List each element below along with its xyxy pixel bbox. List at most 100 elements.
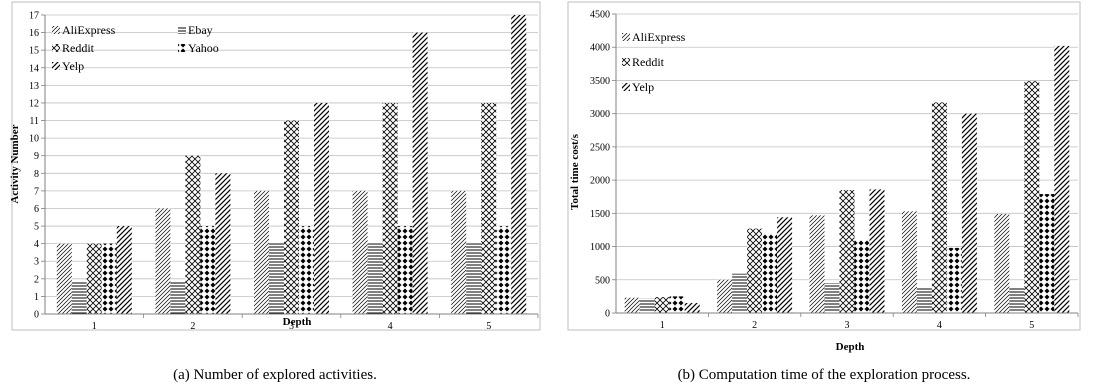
bar-yelp-depth-2: Yelp: 8 bbox=[215, 173, 231, 314]
bar-ebay-depth-2: Ebay: 1.8 bbox=[170, 282, 186, 314]
legend-swatch-ebay bbox=[178, 26, 186, 34]
chart-a-legend: AliExpress Ebay Reddit Yahoo Yelp bbox=[52, 23, 219, 73]
y-tick-label: 2 bbox=[34, 274, 39, 285]
bar-reddit-depth-2: Reddit: 9 bbox=[185, 155, 201, 314]
bar-yahoo-depth-4: Yahoo: 5 bbox=[397, 226, 413, 314]
legend-label-aliexpress: AliExpress bbox=[62, 23, 116, 37]
bar-yelp-depth-4: Yelp: 16 bbox=[412, 32, 428, 315]
y-tick-label: 0 bbox=[34, 310, 39, 321]
x-tick-label: 2 bbox=[752, 320, 757, 331]
bar-yelp-depth-2: Yelp: 1440 bbox=[777, 217, 793, 313]
bar-aliexpress-depth-1: AliExpress: 230 bbox=[624, 297, 640, 313]
bar-yelp-depth-3: Yelp: 1860 bbox=[869, 189, 885, 313]
bar-ebay-depth-4: Ebay: 380 bbox=[916, 287, 932, 313]
y-tick-label: 6 bbox=[34, 204, 39, 215]
y-tick-label: 17 bbox=[29, 11, 39, 22]
chart-activity-number: AliExpress: 4Ebay: 1.8Reddit: 4Yahoo: 4Y… bbox=[9, 1, 541, 383]
bar-reddit-depth-4: Reddit: 12 bbox=[382, 102, 398, 314]
bar-yahoo-depth-3: Yahoo: 1100 bbox=[854, 239, 870, 313]
chart-a-bars: AliExpress: 4Ebay: 1.8Reddit: 4Yahoo: 4Y… bbox=[56, 15, 527, 315]
y-tick-label: 14 bbox=[29, 63, 39, 74]
y-tick-label: 16 bbox=[29, 28, 39, 39]
y-tick-label: 1 bbox=[34, 292, 39, 303]
legend-swatch-aliexpress bbox=[52, 26, 60, 34]
bar-ebay-depth-4: Ebay: 4 bbox=[367, 243, 383, 314]
bar-yelp-depth-3: Yelp: 12 bbox=[314, 102, 329, 314]
y-tick-label: 11 bbox=[29, 116, 39, 127]
chart-b-yticks: 0 500 1000 1500 2000 2500 3000 3500 4000 4500 bbox=[590, 10, 617, 320]
bar-aliexpress-depth-5: AliExpress: 7 bbox=[451, 190, 467, 314]
bar-reddit-depth-1: Reddit: 240 bbox=[654, 297, 670, 313]
y-tick-label: 8 bbox=[34, 169, 39, 180]
chart-b-caption: (b) Computation time of the exploration … bbox=[678, 367, 971, 383]
y-tick-label: 4000 bbox=[590, 43, 610, 54]
chart-total-time: AliExpress: 230Ebay: 220Reddit: 240Yahoo… bbox=[567, 1, 1081, 383]
legend-label-ebay: Ebay bbox=[188, 23, 213, 37]
bar-yelp-depth-4: Yelp: 3000 bbox=[961, 113, 977, 314]
x-tick-label: 1 bbox=[92, 321, 97, 332]
bar-yahoo-depth-5: Yahoo: 5 bbox=[496, 226, 512, 314]
x-tick-label: 5 bbox=[1029, 320, 1034, 331]
y-tick-label: 15 bbox=[29, 46, 39, 57]
x-tick-label: 1 bbox=[660, 320, 665, 331]
bar-yelp-depth-1: Yelp: 150 bbox=[684, 303, 700, 313]
bar-ebay-depth-3: Ebay: 4 bbox=[269, 243, 284, 314]
legend-label-reddit: Reddit bbox=[62, 41, 95, 55]
bar-aliexpress-depth-4: AliExpress: 1530 bbox=[901, 211, 917, 313]
bar-reddit-depth-4: Reddit: 3170 bbox=[931, 102, 947, 313]
chart-b-ylabel: Total time cost/s bbox=[569, 133, 581, 210]
x-tick-label: 4 bbox=[388, 321, 393, 332]
bar-aliexpress-depth-2: AliExpress: 500 bbox=[717, 279, 733, 313]
y-tick-label: 4 bbox=[34, 239, 39, 250]
bar-yahoo-depth-1: Yahoo: 250 bbox=[669, 296, 685, 313]
legend-swatch-yahoo bbox=[178, 44, 186, 52]
bar-ebay-depth-2: Ebay: 590 bbox=[732, 273, 748, 313]
bar-reddit-depth-2: Reddit: 1270 bbox=[747, 228, 763, 313]
bar-reddit-depth-3: Reddit: 11 bbox=[284, 120, 299, 314]
x-tick-label: 5 bbox=[486, 321, 491, 332]
bar-ebay-depth-3: Ebay: 450 bbox=[824, 283, 840, 313]
bar-reddit-depth-5: Reddit: 12 bbox=[481, 102, 497, 314]
bar-yahoo-depth-3: Yahoo: 5 bbox=[299, 226, 314, 314]
legend-label-yelp: Yelp bbox=[62, 59, 84, 73]
bar-yelp-depth-5: Yelp: 17 bbox=[511, 15, 527, 314]
bar-aliexpress-depth-4: AliExpress: 7 bbox=[352, 190, 368, 314]
bar-ebay-depth-5: Ebay: 4 bbox=[466, 243, 482, 314]
x-tick-label: 3 bbox=[289, 321, 294, 332]
bar-aliexpress-depth-3: AliExpress: 1470 bbox=[809, 215, 825, 313]
y-tick-label: 12 bbox=[29, 98, 39, 109]
bar-aliexpress-depth-1: AliExpress: 4 bbox=[56, 243, 72, 314]
legend-label-yelp: Yelp bbox=[632, 80, 654, 94]
bar-yahoo-depth-4: Yahoo: 980 bbox=[946, 247, 962, 313]
legend-swatch-aliexpress bbox=[622, 33, 630, 41]
bar-reddit-depth-5: Reddit: 3490 bbox=[1024, 81, 1040, 313]
bar-yelp-depth-5: Yelp: 4020 bbox=[1054, 45, 1070, 313]
bar-aliexpress-depth-2: AliExpress: 6 bbox=[155, 208, 171, 314]
chart-b-xticks: 1 2 3 4 5 bbox=[616, 312, 1079, 331]
chart-a-xlabel: Depth bbox=[283, 316, 312, 328]
bar-yahoo-depth-1: Yahoo: 4 bbox=[101, 243, 117, 314]
y-tick-label: 500 bbox=[595, 275, 610, 286]
bar-reddit-depth-1: Reddit: 4 bbox=[86, 243, 102, 314]
bar-ebay-depth-5: Ebay: 380 bbox=[1009, 287, 1025, 313]
chart-a-xticks: 1 2 3 4 5 bbox=[45, 313, 539, 332]
x-tick-label: 4 bbox=[937, 320, 942, 331]
y-tick-label: 13 bbox=[29, 81, 39, 92]
y-tick-label: 3000 bbox=[590, 109, 610, 120]
chart-b-xlabel: Depth bbox=[836, 341, 865, 353]
x-tick-label: 2 bbox=[190, 321, 195, 332]
bar-yahoo-depth-2: Yahoo: 1200 bbox=[762, 233, 778, 313]
bar-ebay-depth-1: Ebay: 1.8 bbox=[71, 282, 87, 314]
bar-yelp-depth-1: Yelp: 5 bbox=[116, 226, 132, 314]
legend-label-yahoo: Yahoo bbox=[188, 41, 219, 55]
y-tick-label: 3 bbox=[34, 257, 39, 268]
chart-a-caption: (a) Number of explored activities. bbox=[173, 367, 377, 383]
bar-yahoo-depth-5: Yahoo: 1790 bbox=[1039, 194, 1055, 313]
legend-swatch-reddit bbox=[52, 44, 60, 52]
y-tick-label: 4500 bbox=[590, 10, 610, 21]
y-tick-label: 5 bbox=[34, 222, 39, 233]
legend-swatch-yelp bbox=[52, 62, 60, 70]
y-tick-label: 3500 bbox=[590, 76, 610, 87]
bar-aliexpress-depth-5: AliExpress: 1490 bbox=[994, 213, 1010, 313]
